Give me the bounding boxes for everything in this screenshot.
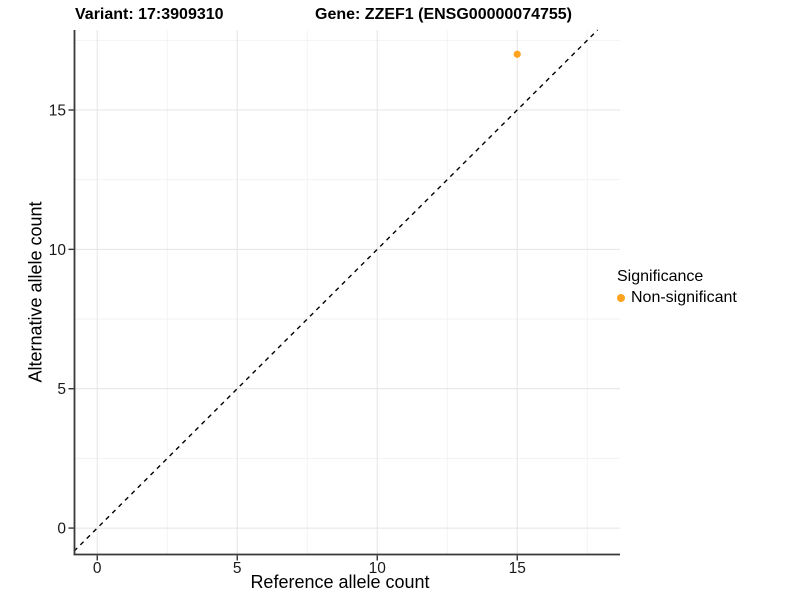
- data-point: [513, 50, 521, 58]
- legend-title: Significance: [617, 268, 704, 285]
- y-tick-label: 0: [57, 521, 66, 538]
- y-tick-label: 15: [49, 102, 66, 119]
- y-tick-label: 10: [49, 242, 67, 259]
- legend-item: Non-significant: [617, 289, 737, 307]
- x-axis-label: Reference allele count: [250, 572, 430, 592]
- y-axis-label: Alternative allele count: [25, 201, 46, 383]
- legend-point-icon: [617, 294, 625, 302]
- identity-dashed-line: [73, 29, 599, 552]
- legend-item-label: Non-significant: [631, 289, 737, 306]
- y-tick-label: 5: [57, 381, 66, 398]
- plot-title-gene: Gene: ZZEF1 (ENSG00000074755): [315, 6, 573, 23]
- x-tick-label: 0: [93, 560, 102, 577]
- plot-title-variant: Variant: 17:3909310: [75, 6, 224, 23]
- legend: Significance Non-significant: [617, 268, 737, 307]
- x-tick-label: 15: [509, 560, 526, 577]
- x-tick-label: 5: [233, 560, 242, 577]
- x-tick-label: 10: [369, 560, 387, 577]
